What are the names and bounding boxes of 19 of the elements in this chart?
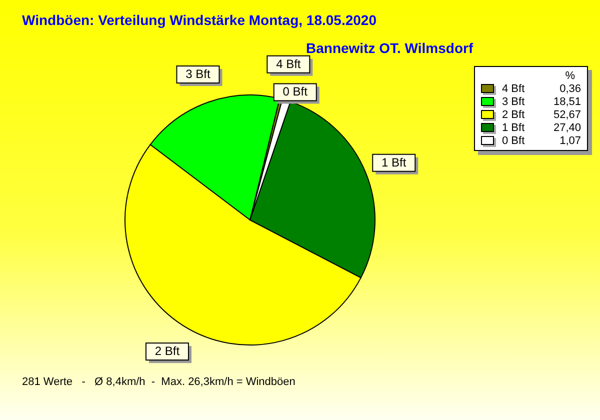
data-label: 27,40 — [552, 122, 581, 134]
chart-subtitle: Bannewitz OT. Wilmsdorf — [306, 40, 474, 56]
legend-label: 3 Bft — [502, 96, 526, 108]
slice-label: 2 Bft — [154, 344, 180, 358]
text: 281 Werte - Ø 8,4km/h - Max. 26,3km/h = Windböen — [22, 376, 296, 388]
chart-title: Windböen: Verteilung Windstärke Montag, 18.05.2020 — [22, 12, 376, 28]
legend-label: 4 Bft — [502, 82, 526, 94]
legend-label: 2 Bft — [502, 108, 526, 120]
data-label: 0,36 — [558, 82, 581, 94]
data-label: 18,51 — [552, 96, 581, 108]
data-label: 1,07 — [558, 134, 581, 146]
slice-label: 1 Bft — [382, 155, 407, 170]
slice-label: 0 Bft — [282, 84, 308, 99]
legend-title: % — [564, 70, 576, 82]
slice-label: 4 Bft — [276, 56, 302, 71]
legend-label: 0 Bft — [502, 134, 526, 146]
legend-label: 1 Bft — [502, 122, 526, 134]
slice-label: 3 Bft — [186, 66, 211, 81]
data-label: 52,67 — [552, 108, 581, 120]
